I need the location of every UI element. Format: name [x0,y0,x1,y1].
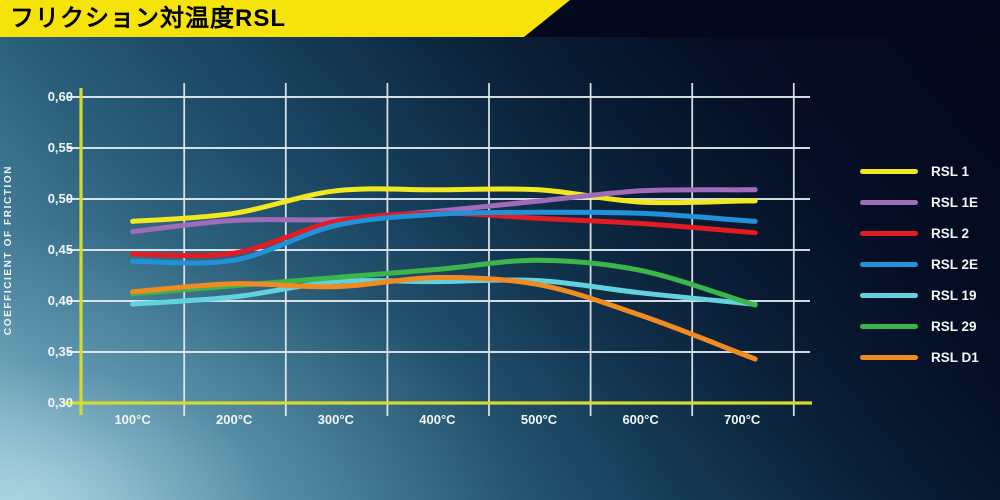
legend-label: RSL 29 [931,318,977,334]
legend-label: RSL 1 [931,163,970,179]
x-tick-label: 500°C [520,412,558,427]
legend-item-rsl-2: RSL 2 [860,224,979,242]
y-tick-label: 0,60 [47,89,73,104]
legend-swatch [860,168,918,174]
legend-swatch [860,354,918,360]
x-tick-label: 700°C [724,412,761,427]
legend-label: RSL 1E [931,194,979,210]
legend-item-rsl-29: RSL 29 [860,317,979,335]
legend-swatch [860,230,918,236]
series-line-rsl-d1 [130,274,758,362]
legend-label: RSL 2E [931,256,979,272]
series-line-rsl-1 [130,186,758,224]
legend-item-rsl-1: RSL 1 [860,162,979,180]
x-tick-label: 600°C [622,412,659,427]
legend-item-rsl-19: RSL 19 [860,286,979,304]
page-title: フリクション対温度RSL [10,5,286,32]
series-line-rsl-19 [130,277,758,307]
y-tick-label: 0,45 [47,242,73,257]
legend-swatch [860,199,918,205]
x-tick-label: 100°C [114,412,151,427]
y-tick-label: 0,35 [47,344,73,359]
title-bar: フリクション対温度RSL [0,0,1000,37]
legend-swatch [860,323,918,329]
x-tick-label: 300°C [317,412,354,427]
title-banner: フリクション対温度RSL [0,0,570,37]
y-tick-label: 0,30 [47,395,73,410]
chart-legend: RSL 1 RSL 1E RSL 2 RSL 2E RSL 19 RSL 29 RSL D1 [860,162,979,366]
legend-swatch [860,261,918,267]
x-tick-label: 200°C [216,412,253,427]
y-tick-label: 0,55 [47,140,73,155]
x-tick-label: 400°C [419,412,456,427]
legend-swatch [860,292,918,298]
y-tick-label: 0,40 [47,293,73,308]
legend-item-rsl-1e: RSL 1E [860,193,979,211]
series-line-rsl-1e [130,187,758,235]
series-line-rsl-2e [130,209,758,266]
legend-label: RSL 19 [931,287,977,303]
y-tick-label: 0,50 [47,191,73,206]
legend-label: RSL D1 [931,349,979,365]
legend-item-rsl-2e: RSL 2E [860,255,979,273]
legend-item-rsl-d1: RSL D1 [860,348,979,366]
legend-label: RSL 2 [931,225,970,241]
